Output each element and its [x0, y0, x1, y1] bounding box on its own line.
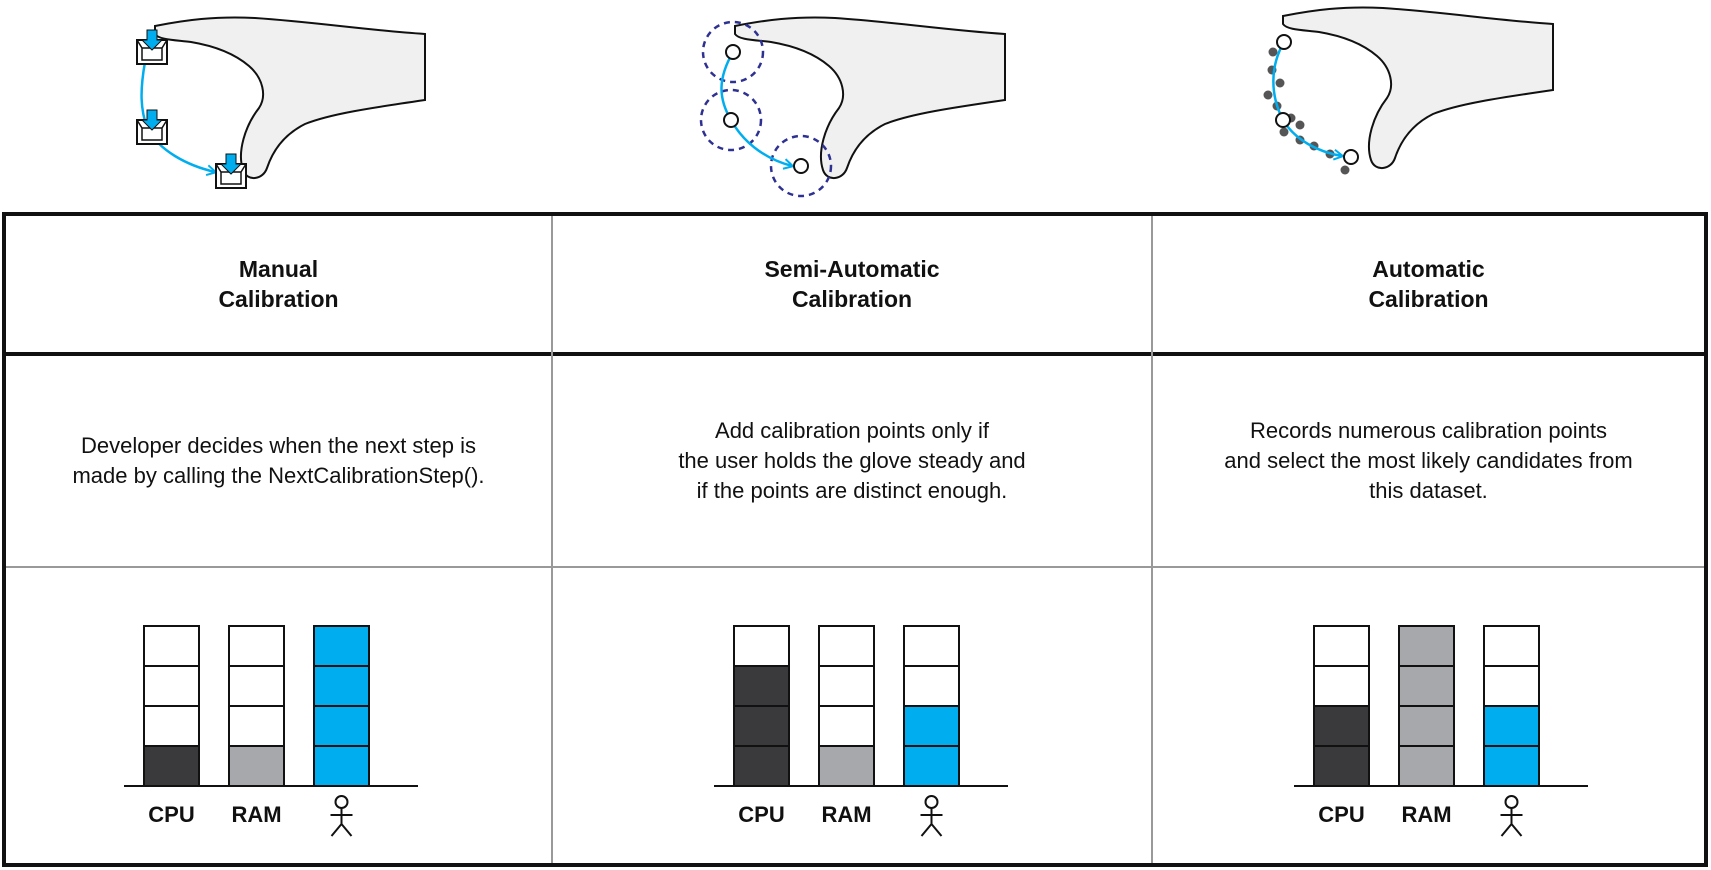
column-divider [1151, 216, 1153, 863]
semi-automatic-calibration-illustration [699, 16, 1006, 198]
button-icon [136, 109, 168, 145]
bar-segment-filled [1398, 705, 1455, 747]
column-description-automatic: Records numerous calibration points and … [1224, 418, 1633, 503]
calibration-path [1272, 41, 1342, 156]
resource-label: CPU [1318, 802, 1364, 827]
resource-label: CPU [148, 802, 194, 827]
resource-label: RAM [1401, 802, 1451, 827]
dashed-circle-icon [769, 134, 833, 198]
bar-segment-empty [818, 665, 875, 707]
header-divider [6, 352, 1704, 356]
resource-label: RAM [231, 802, 281, 827]
bar-segment-filled [1313, 745, 1370, 787]
bar-segment-filled [733, 665, 790, 707]
bar-segment-filled [228, 745, 285, 787]
resource-label: RAM [821, 802, 871, 827]
automatic-calibration-illustration [1263, 6, 1554, 175]
resource-label: CPU [738, 802, 784, 827]
bar-segment-empty [1313, 625, 1370, 667]
column-description-manual: Developer decides when the next step is … [72, 433, 485, 488]
bar-segment-filled [1398, 665, 1455, 707]
bar-segment-empty [903, 665, 960, 707]
bar-segment-filled [313, 665, 370, 707]
bar-segment-filled [313, 705, 370, 747]
user-icon [920, 795, 943, 837]
bar-segment-filled [1483, 705, 1540, 747]
calibration-point [1275, 112, 1291, 128]
resource-chart-automatic: CPU RAM [1294, 625, 1588, 837]
bar-segment-filled [903, 745, 960, 787]
bar-segment-filled [313, 625, 370, 667]
calibration-point [1343, 149, 1359, 165]
manual-calibration-illustration [136, 16, 426, 189]
bar-segment-empty [818, 705, 875, 747]
bar-segment-empty [143, 665, 200, 707]
bar-segment-empty [143, 705, 200, 747]
calibration-point [1276, 34, 1292, 50]
bar-segment-filled [1313, 705, 1370, 747]
comparison-table: Manual Calibration Semi-Automatic Calibr… [2, 212, 1708, 867]
column-title-automatic: Automatic Calibration [1368, 256, 1489, 312]
user-icon [330, 795, 353, 837]
column-title-semi-automatic: Semi-Automatic Calibration [764, 256, 940, 312]
bar-segment-empty [228, 625, 285, 667]
row-divider [6, 566, 1704, 568]
bar-segment-empty [143, 625, 200, 667]
bar-segment-filled [733, 705, 790, 747]
dashed-circle-icon [701, 20, 765, 84]
bar-segment-filled [1398, 745, 1455, 787]
column-description-semi-automatic: Add calibration points only if the user … [678, 418, 1026, 503]
bar-segment-filled [1398, 625, 1455, 667]
dashed-circle-icon [699, 88, 763, 152]
bar-segment-empty [818, 625, 875, 667]
calibration-point [723, 112, 739, 128]
bar-segment-empty [228, 705, 285, 747]
column-title-manual: Manual Calibration [218, 256, 339, 312]
bar-segment-empty [903, 625, 960, 667]
calibration-illustrations [136, 6, 1554, 198]
bar-segment-filled [1483, 745, 1540, 787]
calibration-point [725, 44, 741, 60]
column-divider [551, 216, 553, 863]
bar-segment-filled [733, 745, 790, 787]
bar-segment-empty [1483, 625, 1540, 667]
bar-segment-filled [903, 705, 960, 747]
bar-segment-empty [1313, 665, 1370, 707]
calibration-point [793, 158, 809, 174]
user-icon [1500, 795, 1523, 837]
bar-segment-filled [143, 745, 200, 787]
resource-chart-manual: CPU RAM [124, 625, 418, 837]
bar-segment-filled [818, 745, 875, 787]
bar-segment-empty [733, 625, 790, 667]
bar-segment-empty [1483, 665, 1540, 707]
bar-segment-empty [228, 665, 285, 707]
resource-chart-semi-automatic: CPU RAM [714, 625, 1008, 837]
bar-segment-filled [313, 745, 370, 787]
